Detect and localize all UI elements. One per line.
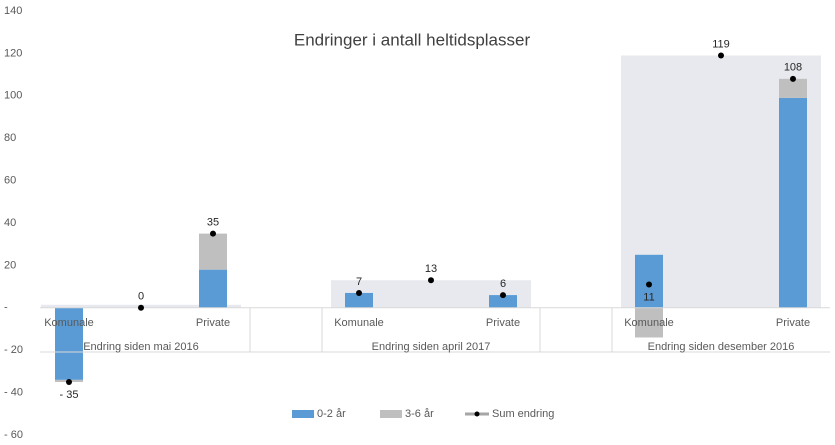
sum-dot [66, 379, 72, 385]
data-label: 119 [712, 38, 730, 50]
data-label: 6 [500, 278, 506, 290]
x-tick-label: Private [776, 317, 810, 329]
sum-dot [428, 277, 434, 284]
y-tick-label: 40 [4, 217, 16, 229]
data-label: 108 [784, 62, 802, 74]
data-label: 7 [356, 276, 362, 288]
chart-title: Endringer i antall heltidsplasser [294, 30, 531, 49]
sum-dot [646, 281, 652, 288]
bar [345, 292, 373, 308]
sum-dot [500, 292, 506, 299]
group-label: Endring siden desember 2016 [648, 341, 795, 353]
data-label: - 35 [60, 389, 79, 401]
bar [489, 295, 517, 308]
legend-swatch [292, 410, 314, 418]
bar [199, 269, 227, 308]
data-label: 11 [643, 291, 654, 303]
x-tick-label: Komunale [624, 317, 674, 329]
y-tick-label: 100 [4, 90, 22, 102]
legend-label: 3-6 år [405, 408, 434, 420]
y-tick-label: - 60 [4, 429, 23, 441]
x-tick-label: Private [486, 317, 520, 329]
bar [635, 254, 663, 308]
group-label: Endring siden april 2017 [372, 341, 491, 353]
legend-label: Sum endring [492, 408, 554, 420]
sum-dot [138, 304, 144, 311]
y-tick-label: 20 [4, 259, 16, 271]
y-tick-label: 60 [4, 175, 16, 187]
sum-dot [790, 75, 796, 82]
data-label: 0 [138, 291, 144, 303]
bar [779, 97, 807, 308]
bar [199, 233, 227, 270]
sum-dot [718, 52, 724, 59]
legend-label: 0-2 år [317, 408, 346, 420]
y-tick-label: 120 [4, 47, 22, 59]
legend-swatch-dot [474, 411, 480, 417]
y-tick-label: 140 [4, 5, 22, 17]
y-tick-label: - 20 [4, 344, 23, 356]
sum-dot [210, 230, 216, 237]
y-tick-label: - [4, 302, 8, 314]
bar [779, 78, 807, 98]
x-tick-label: Private [196, 317, 230, 329]
bar [55, 307, 83, 380]
x-tick-label: Komunale [334, 317, 384, 329]
group-label: Endring siden mai 2016 [83, 341, 199, 353]
x-tick-label: Komunale [44, 317, 94, 329]
data-label: 35 [207, 217, 219, 229]
y-tick-label: 80 [4, 132, 16, 144]
sum-dot [356, 289, 362, 296]
bar [635, 307, 663, 338]
legend-swatch [380, 410, 402, 418]
data-label: 13 [425, 263, 437, 275]
y-tick-label: - 40 [4, 387, 23, 399]
